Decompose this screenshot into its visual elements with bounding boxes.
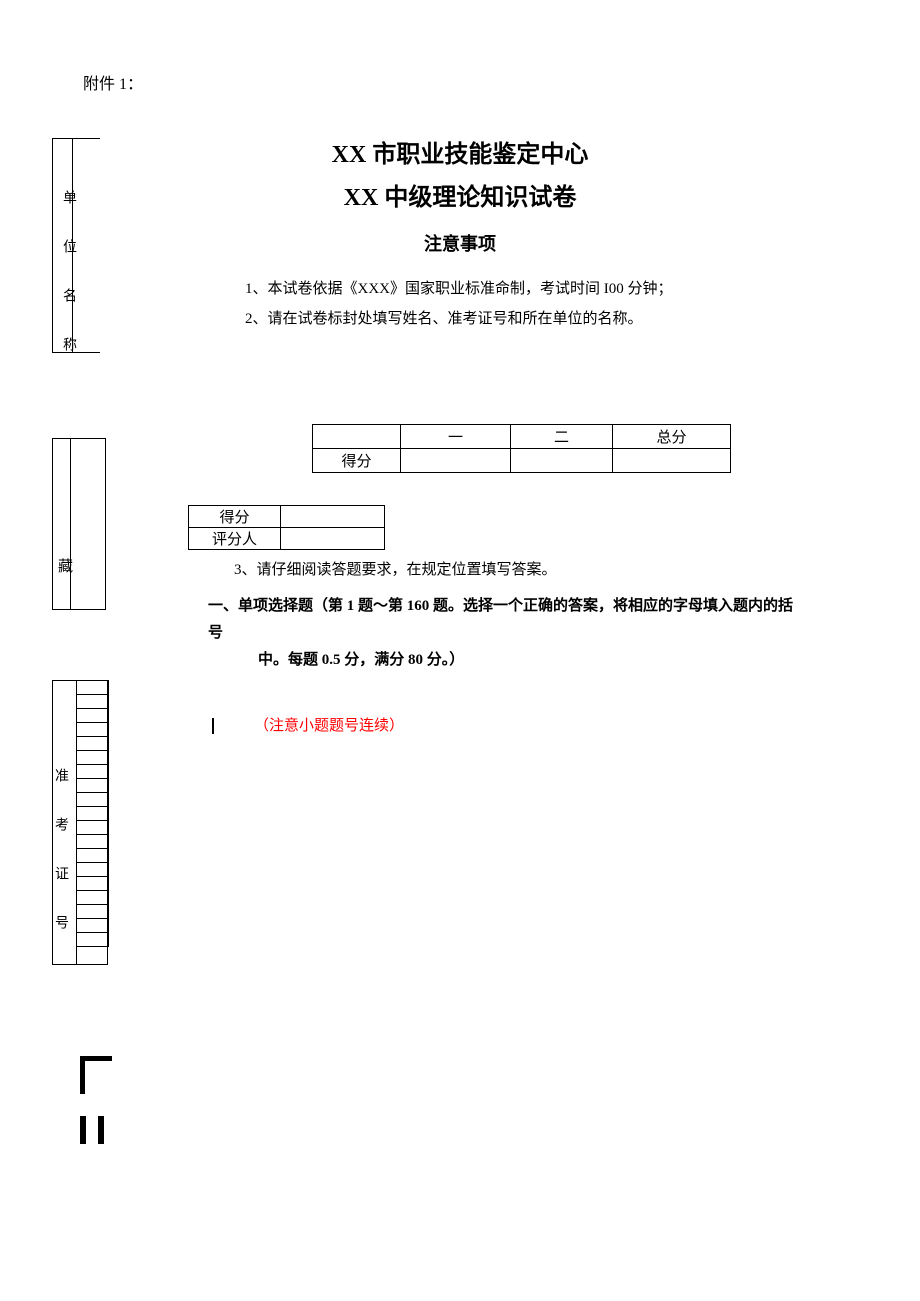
table-row: 一 二 总分 [313,425,731,449]
score-cell-blank [313,425,401,449]
crop-mark-v [80,1056,85,1094]
notice-3: 3、请仔细阅读答题要求，在规定位置填写答案。 [234,558,870,579]
grader-name-label: 评分人 [189,528,281,550]
section-title-line1: 单项选择题（第 1 题～第 160 题。选择一个正确的答案，将相应的字母填入题内… [208,598,793,641]
score-cell [511,449,613,473]
score-table: 一 二 总分 得分 [312,424,731,473]
grader-table: 得分 评分人 [188,505,385,550]
grader-score-cell [281,506,385,528]
notice-2: 2、请在试卷标封处填写姓名、准考证号和所在单位的名称。 [245,304,800,334]
attachment-label: 附件 1： [83,70,870,94]
stub-cang-divider [70,438,71,610]
score-cell [401,449,511,473]
notice-heading: 注意事项 [50,230,870,256]
stub-unit-label: 单 位 名 称 [58,190,78,361]
red-note: （注意小题题号连续） [212,714,870,735]
stub-examid-cells [76,680,109,947]
stub-examid-label: 准 考 证 号 [50,768,70,939]
table-row: 得分 [189,506,385,528]
crop-mark-v3 [98,1116,104,1144]
grader-name-cell [281,528,385,550]
section-title-line2: 中。每题 0.5 分，满分 80 分。） [258,647,800,674]
notice-1: 1、本试卷依据《XXX》国家职业标准命制，考试时间 I00 分钟； [245,274,800,304]
red-note-text: （注意小题题号连续） [254,718,404,734]
score-col-1: 一 [401,425,511,449]
score-row-label: 得分 [313,449,401,473]
score-col-2: 二 [511,425,613,449]
title: XX 市职业技能鉴定中心 [50,134,870,169]
stub-cang-box [52,438,106,610]
subtitle: XX 中级理论知识试卷 [50,177,870,212]
table-row: 评分人 [189,528,385,550]
page: 附件 1： XX 市职业技能鉴定中心 XX 中级理论知识试卷 注意事项 1、本试… [0,0,920,1301]
score-cell [613,449,731,473]
section-one: 一、单项选择题（第 1 题～第 160 题。选择一个正确的答案，将相应的字母填入… [208,593,800,674]
stub-cang-label: 藏 [54,558,75,573]
crop-mark-v2 [80,1116,86,1144]
section-prefix: 一、 [208,598,238,614]
score-col-total: 总分 [613,425,731,449]
text-cursor-icon [212,718,214,734]
grader-score-label: 得分 [189,506,281,528]
table-row: 得分 [313,449,731,473]
notice-list: 1、本试卷依据《XXX》国家职业标准命制，考试时间 I00 分钟； 2、请在试卷… [245,274,800,334]
